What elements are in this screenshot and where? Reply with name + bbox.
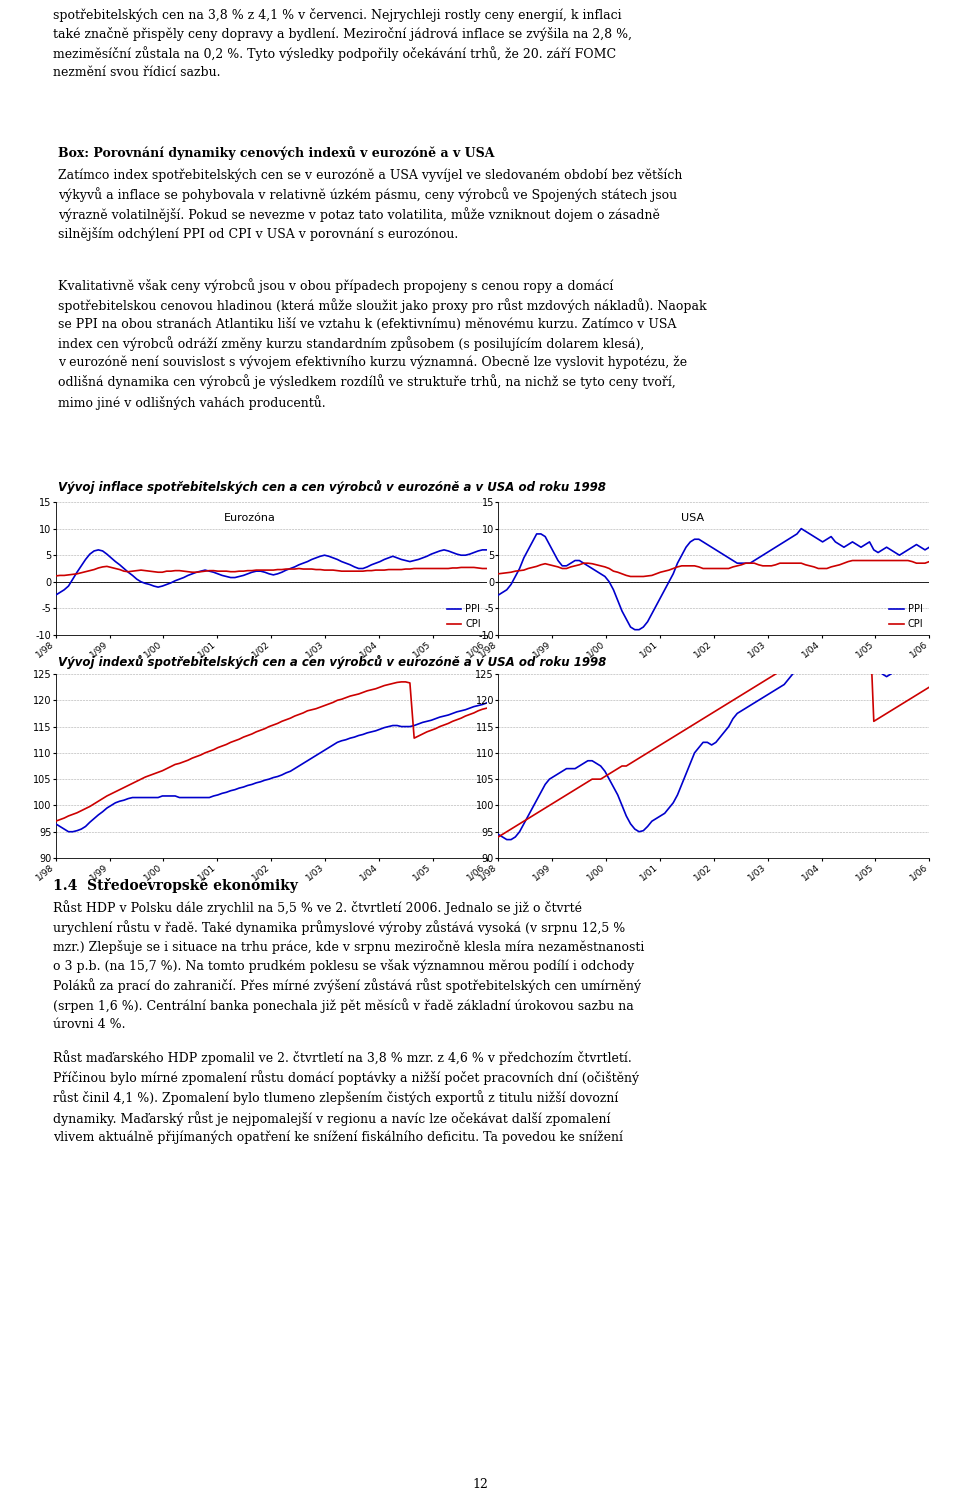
Text: Eurozóna: Eurozóna [224, 513, 276, 523]
Text: Kvalitativně však ceny výrobců jsou v obou případech propojeny s cenou ropy a do: Kvalitativně však ceny výrobců jsou v ob… [58, 277, 707, 409]
Legend: PPI, CPI: PPI, CPI [885, 601, 927, 633]
Text: Růst HDP v Polsku dále zrychlil na 5,5 % ve 2. čtvrtletí 2006. Jednalo se již o : Růst HDP v Polsku dále zrychlil na 5,5 %… [53, 899, 644, 1031]
Text: Vývoj indexů spotřebitelských cen a cen výrobců v eurozóně a v USA od roku 1998: Vývoj indexů spotřebitelských cen a cen … [58, 655, 606, 669]
Text: spotřebitelských cen na 3,8 % z 4,1 % v červenci. Nejrychleji rostly ceny energi: spotřebitelských cen na 3,8 % z 4,1 % v … [53, 7, 632, 78]
Text: USA: USA [681, 513, 704, 523]
Text: Zatímco index spotřebitelských cen se v eurozóně a USA vyvíjel ve sledovaném obd: Zatímco index spotřebitelských cen se v … [58, 168, 682, 241]
Text: Box: Porovnání dynamiky cenových indexů v eurozóně a v USA: Box: Porovnání dynamiky cenových indexů … [58, 145, 494, 160]
Legend: PPI, CPI: PPI, CPI [443, 601, 485, 633]
Text: Růst maďarského HDP zpomalil ve 2. čtvrtletí na 3,8 % mzr. z 4,6 % v předchozím : Růst maďarského HDP zpomalil ve 2. čtvrt… [53, 1049, 639, 1144]
Text: 12: 12 [472, 1478, 488, 1492]
Text: 1.4  Středoevropské ekonomiky: 1.4 Středoevropské ekonomiky [53, 878, 298, 893]
Text: Vývoj inflace spotřebitelských cen a cen výrobců v eurozóně a v USA od roku 1998: Vývoj inflace spotřebitelských cen a cen… [58, 480, 606, 495]
